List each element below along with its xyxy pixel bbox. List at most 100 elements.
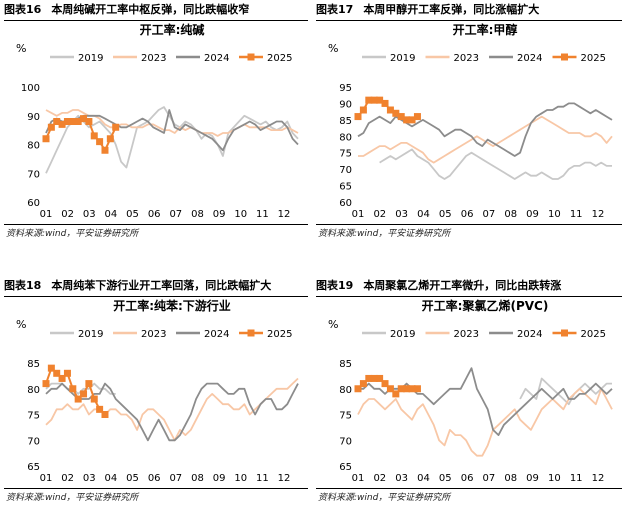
series-2024 (45, 382, 299, 442)
y-tick-label: 65 (339, 462, 352, 473)
x-tick-label: 02 (61, 209, 74, 220)
data-point-2025 (370, 374, 378, 382)
chart-title: 开工率:甲醇 (453, 22, 518, 37)
chart-panel: 图表17 本周甲醇开工率反弹，同比涨幅扩大 开工率:甲醇% 2019 2023 2024 2… (316, 0, 622, 244)
data-point-2025 (370, 96, 378, 104)
x-tick-label: 01 (352, 473, 365, 484)
legend-item-2019: 2019 (50, 53, 103, 64)
source-note: 资料来源:wind，平安证券研究所 (6, 493, 139, 503)
legend-item-2025: 2025 (239, 329, 292, 340)
legend-label: 2024 (517, 329, 542, 340)
x-tick-label: 11 (570, 473, 583, 484)
y-unit-label: % (328, 318, 338, 331)
data-point-2025 (376, 96, 384, 104)
legend-label: 2024 (517, 53, 542, 64)
x-tick-label: 11 (256, 473, 269, 484)
x-tick-label: 06 (148, 209, 161, 220)
series-2025 (354, 96, 421, 124)
legend-label: 2023 (454, 53, 479, 64)
series-line-2023 (358, 115, 613, 164)
series-2025 (42, 115, 120, 154)
x-tick-label: 10 (548, 209, 561, 220)
source-note: 资料来源:wind，平安证券研究所 (6, 229, 139, 239)
legend-label: 2019 (390, 329, 415, 340)
chart-panel: 图表19 本周聚氯乙烯开工率微升，同比由跌转涨 开工率:聚氯乙烯(PVC)% 2019… (316, 276, 622, 508)
data-point-2025 (90, 132, 98, 140)
source-note: 资料来源:wind，平安证券研究所 (318, 229, 451, 239)
data-point-2025 (101, 411, 109, 418)
y-tick-label: 70 (27, 169, 40, 180)
data-point-2025 (408, 385, 416, 393)
data-point-2025 (397, 113, 405, 121)
data-point-2025 (58, 374, 66, 382)
legend-marker (561, 329, 568, 337)
legend-label: 2019 (78, 329, 103, 340)
x-tick-label: 02 (373, 473, 386, 484)
x-tick-label: 03 (395, 209, 408, 220)
data-point-2025 (106, 135, 114, 143)
data-point-2025 (80, 390, 88, 398)
figure-number: 图表17 (316, 3, 354, 16)
data-point-2025 (112, 123, 120, 131)
x-tick-label: 08 (191, 473, 204, 484)
data-point-2025 (403, 116, 411, 124)
legend-label: 2025 (267, 329, 292, 340)
y-tick-label: 80 (339, 132, 352, 143)
figure-header: 图表18 本周纯苯下游行业开工率回落，同比跌幅扩大 (4, 276, 308, 297)
x-tick-label: 12 (592, 473, 605, 484)
figure-caption: 本周纯碱开工率中枢反弹，同比跌幅收窄 (51, 3, 250, 16)
x-tick-label: 07 (483, 473, 496, 484)
data-point-2025 (53, 118, 61, 125)
y-tick-label: 80 (27, 385, 40, 396)
series-2024 (358, 367, 613, 436)
data-point-2025 (53, 369, 61, 377)
y-tick-label: 85 (339, 116, 352, 127)
x-tick-label: 09 (213, 473, 226, 484)
series-line-2024 (45, 382, 299, 442)
y-tick-label: 95 (339, 83, 352, 94)
figure-caption: 本周纯苯下游行业开工率回落，同比跌幅扩大 (51, 279, 272, 292)
y-tick-label: 60 (27, 198, 40, 209)
data-point-2025 (47, 123, 55, 131)
y-tick-label: 100 (21, 83, 40, 94)
y-unit-label: % (16, 42, 26, 55)
data-point-2025 (69, 118, 77, 125)
y-unit-label: % (16, 318, 26, 331)
legend-label: 2019 (78, 53, 103, 64)
legend-item-2025: 2025 (552, 53, 606, 64)
data-point-2025 (74, 118, 82, 125)
legend-item-2024: 2024 (489, 329, 542, 340)
y-tick-label: 75 (339, 149, 352, 160)
data-point-2025 (58, 120, 66, 128)
data-point-2025 (101, 146, 109, 154)
data-point-2025 (42, 135, 50, 143)
y-tick-label: 90 (339, 99, 352, 110)
series-2023 (45, 377, 299, 442)
x-tick-label: 10 (234, 473, 247, 484)
legend-item-2025: 2025 (239, 53, 292, 64)
series-line-2023 (45, 377, 299, 442)
series-2019 (519, 377, 612, 406)
source-divider (316, 488, 622, 489)
line-chart: 开工率:聚氯乙烯(PVC)% 2019 2023 2024 2025 65 70 75 80 85… (328, 298, 613, 484)
figure-number: 图表19 (316, 279, 354, 292)
data-point-2025 (354, 113, 362, 121)
data-point-2025 (386, 106, 394, 114)
y-tick-label: 60 (339, 198, 352, 209)
chart-title: 开工率:纯碱 (140, 22, 205, 37)
data-point-2025 (42, 380, 50, 388)
x-tick-label: 08 (504, 473, 517, 484)
figure-header: 图表19 本周聚氯乙烯开工率微升，同比由跌转涨 (316, 276, 622, 297)
x-tick-label: 01 (40, 473, 53, 484)
legend-label: 2025 (581, 53, 606, 64)
legend-item-2023: 2023 (113, 329, 166, 340)
series-line-2019 (379, 148, 612, 180)
data-point-2025 (386, 385, 394, 393)
x-tick-label: 09 (526, 209, 539, 220)
y-tick-label: 75 (339, 411, 352, 422)
data-point-2025 (47, 364, 55, 372)
y-tick-label: 80 (27, 141, 40, 152)
series-line-2024 (358, 367, 613, 436)
legend-item-2023: 2023 (113, 53, 166, 64)
legend-item-2024: 2024 (489, 53, 542, 64)
